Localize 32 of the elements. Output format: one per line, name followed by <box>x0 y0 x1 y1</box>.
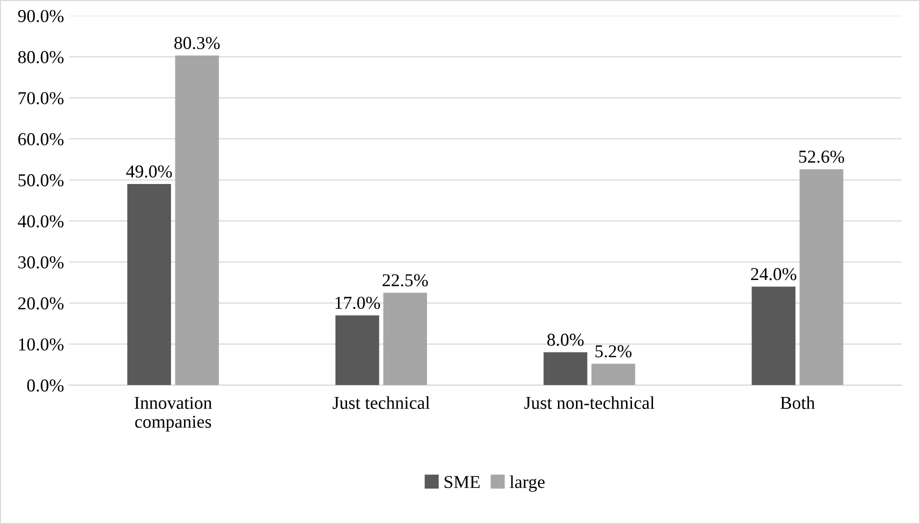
bar <box>800 169 844 386</box>
data-label: 80.3% <box>174 36 220 50</box>
legend-label: SME <box>444 476 480 488</box>
x-tick-label: Just technical <box>332 396 430 409</box>
bar <box>127 184 171 386</box>
bar <box>752 286 796 386</box>
x-tick-label: Just non-technical <box>524 396 654 409</box>
data-label: 5.2% <box>596 345 632 358</box>
y-tick-label: 10.0% <box>19 338 64 351</box>
y-tick-label: 20.0% <box>18 297 64 310</box>
y-tick-label: 80.0% <box>18 51 64 64</box>
bar <box>383 292 428 386</box>
x-tick-label: Both <box>780 396 815 409</box>
data-label: 49.0% <box>126 165 172 178</box>
y-tick-label: 40.0% <box>18 215 64 228</box>
bar <box>544 352 588 386</box>
bar <box>175 56 219 386</box>
data-label: 24.0% <box>751 268 796 280</box>
y-tick-label: 50.0% <box>18 174 64 186</box>
data-label: 22.5% <box>382 274 428 286</box>
x-tick-label: Innovation companies <box>134 396 212 432</box>
y-tick-label: 30.0% <box>18 256 64 269</box>
bar <box>591 364 636 386</box>
legend-label: large <box>510 475 545 492</box>
y-tick-label: 90.0% <box>18 10 64 22</box>
bar <box>335 315 380 386</box>
y-tick-label: 70.0% <box>18 92 64 104</box>
data-label: 17.0% <box>336 296 380 309</box>
y-tick-label: 0.0% <box>27 379 64 392</box>
y-tick-label: 60.0% <box>18 133 64 146</box>
data-label: 8.0% <box>547 334 584 346</box>
data-label: 52.6% <box>799 150 844 163</box>
